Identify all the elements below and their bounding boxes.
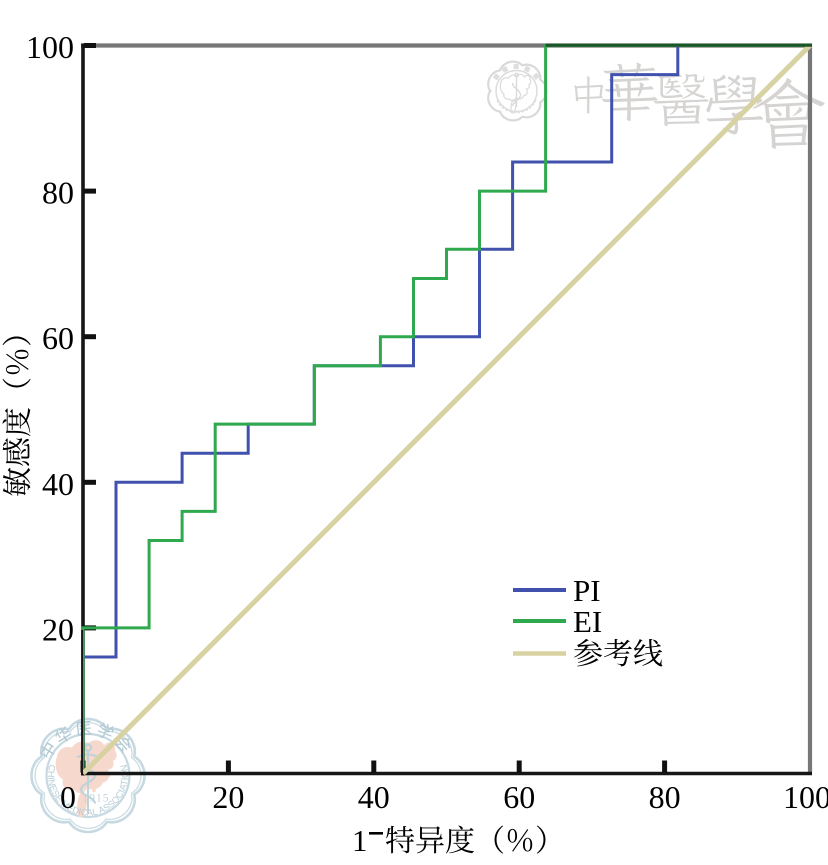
svg-text:60: 60 (503, 779, 535, 815)
svg-text:40: 40 (42, 466, 74, 502)
svg-text:80: 80 (649, 779, 681, 815)
svg-text:100: 100 (26, 29, 74, 65)
svg-text:60: 60 (42, 320, 74, 356)
svg-text:40: 40 (358, 779, 390, 815)
svg-text:1915: 1915 (83, 793, 110, 805)
svg-text:100: 100 (783, 779, 828, 815)
svg-text:20: 20 (212, 779, 244, 815)
svg-text:1: 1 (352, 823, 368, 858)
svg-text:PI: PI (573, 573, 601, 608)
svg-text:80: 80 (42, 175, 74, 211)
svg-text:0: 0 (60, 779, 76, 815)
svg-text:20: 20 (42, 611, 74, 647)
svg-text:EI: EI (573, 604, 602, 639)
